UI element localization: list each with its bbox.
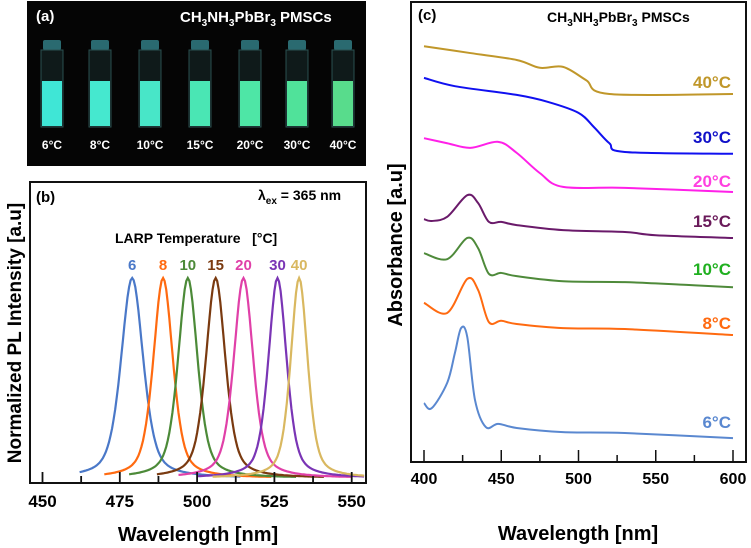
vial-cap — [91, 40, 109, 50]
b-x-tick-label: 475 — [106, 492, 134, 511]
pl-series-label: 15 — [207, 257, 224, 274]
absorbance-series-label: 30°C — [693, 128, 731, 147]
panel-b-chart: (b) λex = 365 nm LARP Temperature [°C] 6… — [5, 181, 367, 546]
absorbance-series — [423, 276, 734, 337]
vial: 8°C — [88, 40, 112, 152]
c-x-axis-title: Wavelength [nm] — [498, 523, 658, 545]
panel-a-photo: (a) CH3NH3PbBr3 PMSCs 6°C 8°C 10°C 15°C 20°C… — [27, 1, 366, 166]
panel-b-label: (b) — [36, 189, 55, 206]
absorbance-series-label: 40°C — [693, 73, 731, 92]
vial-label: 8°C — [90, 138, 110, 152]
vial-cap — [141, 40, 159, 50]
b-x-tick-label: 450 — [28, 492, 56, 511]
vial-liquid — [190, 81, 210, 126]
absorbance-series — [423, 193, 734, 239]
panel-c-title: CH3NH3PbBr3 PMSCs — [547, 9, 690, 29]
absorbance-series — [423, 325, 734, 440]
vial: 40°C — [330, 40, 357, 152]
panel-a-title: CH3NH3PbBr3 PMSCs — [180, 9, 332, 29]
excitation-annotation: λex = 365 nm — [258, 187, 341, 207]
c-x-tick-label: 450 — [488, 471, 515, 488]
panel-a-label: (a) — [36, 8, 54, 25]
vial-cap — [191, 40, 209, 50]
vial-label: 20°C — [237, 138, 264, 152]
pl-series-40 — [212, 275, 365, 478]
panel-c-chart: (c) CH3NH3PbBr3 PMSCs 40°C 30°C 20°C 15°C 10… — [385, 1, 747, 545]
pl-series-30 — [197, 275, 365, 478]
legend-title: LARP Temperature [°C] — [115, 230, 277, 246]
absorbance-series — [423, 45, 734, 97]
vial-cap — [288, 40, 306, 50]
pl-series-10 — [128, 275, 297, 478]
pl-series-label: 40 — [291, 257, 308, 274]
b-y-axis-title: Normalized PL Intensity [a.u] — [5, 203, 26, 463]
pl-series-8 — [104, 275, 272, 478]
absorbance-series-label: 20°C — [693, 172, 731, 191]
vial-liquid — [287, 81, 307, 126]
absorbance-series — [423, 236, 734, 289]
pl-series-15 — [156, 275, 324, 478]
vial: 30°C — [284, 40, 311, 152]
vial-liquid — [333, 81, 353, 126]
vial: 20°C — [237, 40, 264, 152]
vial-label: 15°C — [187, 138, 214, 152]
vial-cap — [43, 40, 61, 50]
pl-series-label: 8 — [159, 257, 167, 274]
b-x-tick-label: 525 — [260, 492, 288, 511]
absorbance-series-label: 15°C — [693, 212, 731, 231]
b-x-tick-label: 500 — [183, 492, 211, 511]
c-x-tick-label: 550 — [642, 471, 669, 488]
pl-series-label: 20 — [235, 257, 252, 274]
pl-series-20 — [178, 275, 352, 478]
vial-label: 30°C — [284, 138, 311, 152]
vial: 6°C — [40, 40, 64, 152]
absorbance-series-label: 10°C — [693, 260, 731, 279]
vial: 15°C — [187, 40, 214, 152]
vial-liquid — [140, 81, 160, 126]
c-x-tick-label: 500 — [565, 471, 592, 488]
c-y-axis-title: Absorbance [a.u] — [385, 163, 407, 326]
panel-c-label: (c) — [418, 7, 436, 24]
c-x-tick-label: 600 — [720, 471, 747, 488]
absorbance-series-label: 8°C — [702, 314, 731, 333]
pl-series-label: 10 — [179, 257, 196, 274]
b-x-tick-label: 550 — [338, 492, 366, 511]
absorbance-series — [423, 137, 734, 193]
vial-liquid — [90, 81, 110, 126]
absorbance-series — [423, 76, 734, 155]
vial-label: 10°C — [137, 138, 164, 152]
absorbance-series-label: 6°C — [702, 413, 731, 432]
vial-cap — [334, 40, 352, 50]
vial-label: 6°C — [42, 138, 62, 152]
pl-series-label: 6 — [128, 257, 136, 274]
vial-cap — [241, 40, 259, 50]
pl-series-label: 30 — [269, 257, 286, 274]
c-x-tick-label: 400 — [411, 471, 438, 488]
vial: 10°C — [137, 40, 164, 152]
vial-liquid — [240, 81, 260, 126]
b-x-axis-title: Wavelength [nm] — [118, 524, 278, 546]
vial-liquid — [42, 81, 62, 126]
vial-label: 40°C — [330, 138, 357, 152]
